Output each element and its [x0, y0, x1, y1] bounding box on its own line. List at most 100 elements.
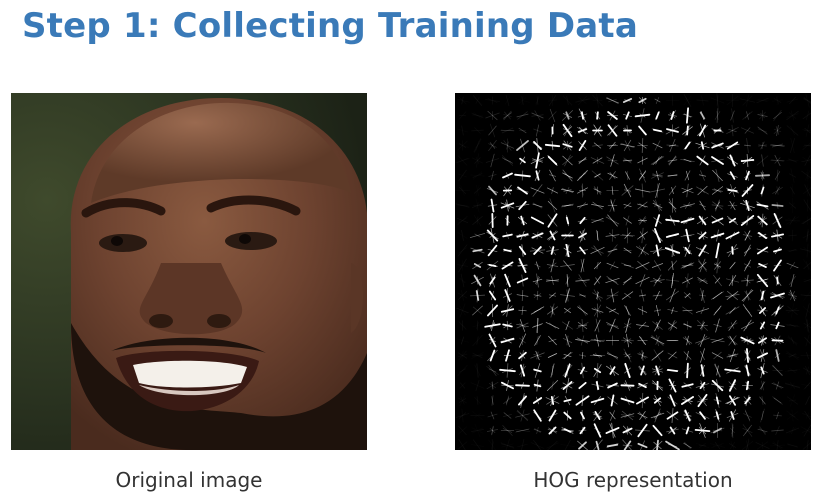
original-image-caption: Original image [115, 468, 263, 492]
hog-gradient-stroke [637, 353, 648, 358]
hog-gradient-stroke [487, 98, 498, 103]
hog-gradient-stroke [550, 124, 555, 137]
hog-gradient-stroke [758, 278, 767, 283]
hog-gradient-stroke [715, 318, 720, 333]
hog-gradient-stroke [759, 381, 766, 390]
hog-gradient-stroke [622, 159, 633, 162]
hog-gradient-stroke [683, 262, 692, 269]
hog-gradient-stroke [550, 363, 555, 378]
hog-gradient-stroke [606, 443, 619, 448]
hog-gradient-stroke [605, 277, 620, 284]
hog-gradient-stroke [806, 440, 809, 450]
hog-gradient-stroke [682, 306, 693, 315]
hog-gradient-stroke [458, 425, 467, 436]
hog-gradient-stroke [800, 248, 811, 252]
hog-gradient-stroke [564, 363, 571, 378]
hog-gradient-stroke [759, 426, 766, 435]
hog-gradient-stroke [640, 440, 645, 450]
hog-gradient-stroke [653, 260, 662, 271]
hog-gradient-stroke [503, 396, 512, 405]
hog-gradient-stroke [581, 394, 584, 407]
hog-gradient-stroke [457, 244, 468, 257]
hog-gradient-stroke [606, 442, 619, 449]
hog-gradient-stroke [531, 112, 544, 119]
hog-gradient-stroke [561, 188, 574, 193]
hog-gradient-stroke [773, 397, 782, 404]
hog-gradient-stroke [744, 230, 751, 241]
hog-gradient-stroke [490, 227, 495, 244]
hog-gradient-stroke [682, 263, 693, 268]
face-photo-icon [11, 93, 367, 450]
hog-gradient-stroke [639, 294, 646, 297]
hog-gradient-stroke [516, 188, 529, 193]
hog-gradient-stroke [560, 264, 575, 267]
hog-gradient-stroke [575, 339, 590, 342]
hog-gradient-stroke [653, 200, 662, 211]
hog-gradient-stroke [671, 272, 674, 289]
hog-gradient-stroke [711, 215, 724, 226]
hog-gradient-stroke [606, 322, 619, 329]
hog-gradient-stroke [609, 141, 616, 150]
hog-gradient-stroke [562, 169, 573, 182]
hog-gradient-stroke [565, 243, 570, 258]
hog-gradient-stroke [518, 309, 527, 312]
hog-gradient-stroke [520, 395, 525, 406]
hog-gradient-stroke [640, 108, 645, 123]
hog-gradient-stroke [575, 98, 590, 103]
hog-gradient-stroke [655, 183, 660, 198]
hog-gradient-stroke [593, 142, 602, 149]
hog-gradient-stroke [715, 199, 720, 212]
hog-gradient-stroke [682, 188, 693, 193]
hog-gradient-stroke [652, 174, 663, 177]
hog-gradient-stroke [610, 154, 615, 167]
hog-gradient-stroke [773, 98, 782, 103]
hog-gradient-stroke [610, 410, 615, 421]
hog-gradient-stroke [789, 261, 796, 270]
hog-gradient-stroke [534, 428, 541, 433]
hog-gradient-stroke [804, 127, 811, 134]
hog-gradient-stroke [457, 352, 468, 359]
hog-image-caption: HOG representation [533, 468, 733, 492]
hog-gradient-stroke [533, 324, 542, 327]
hog-gradient-stroke [578, 108, 587, 123]
hog-gradient-stroke [596, 261, 599, 270]
hog-gradient-stroke [593, 409, 602, 422]
hog-gradient-stroke [562, 155, 573, 166]
hog-gradient-stroke [593, 188, 602, 193]
hog-gradient-stroke [776, 124, 779, 137]
hog-gradient-stroke [593, 423, 602, 438]
hog-gradient-stroke [488, 216, 497, 225]
hog-gradient-stroke [580, 258, 585, 273]
hog-gradient-stroke [547, 214, 558, 227]
hog-gradient-stroke [563, 140, 572, 151]
hog-gradient-stroke [533, 218, 542, 223]
hog-gradient-stroke [533, 354, 542, 357]
hog-gradient-stroke [551, 140, 554, 151]
hog-gradient-stroke [581, 319, 584, 332]
hog-gradient-stroke [581, 185, 584, 196]
hog-gradient-stroke [742, 428, 753, 433]
hog-gradient-stroke [756, 97, 769, 104]
hog-gradient-stroke [760, 381, 765, 390]
hog-gradient-stroke [715, 243, 720, 258]
hog-gradient-stroke [635, 262, 650, 269]
hog-gradient-stroke [699, 411, 706, 420]
hog-gradient-stroke [515, 428, 530, 433]
hog-gradient-stroke [490, 153, 495, 168]
hog-gradient-stroke [520, 392, 525, 409]
hog-gradient-stroke [726, 291, 739, 300]
hog-gradient-stroke [474, 233, 481, 238]
hog-gradient-stroke [667, 352, 678, 359]
hog-gradient-stroke [729, 348, 736, 363]
hog-gradient-stroke [521, 382, 524, 389]
hog-gradient-stroke [533, 128, 542, 133]
hog-gradient-stroke [746, 201, 749, 210]
hog-gradient-stroke [755, 442, 770, 449]
hog-gradient-stroke [715, 201, 720, 210]
hog-gradient-stroke [653, 412, 662, 419]
hog-gradient-stroke [754, 174, 771, 177]
hog-gradient-stroke [712, 170, 723, 181]
hog-gradient-stroke [685, 228, 690, 243]
hog-gradient-stroke [776, 214, 779, 227]
hog-gradient-stroke [760, 186, 765, 195]
